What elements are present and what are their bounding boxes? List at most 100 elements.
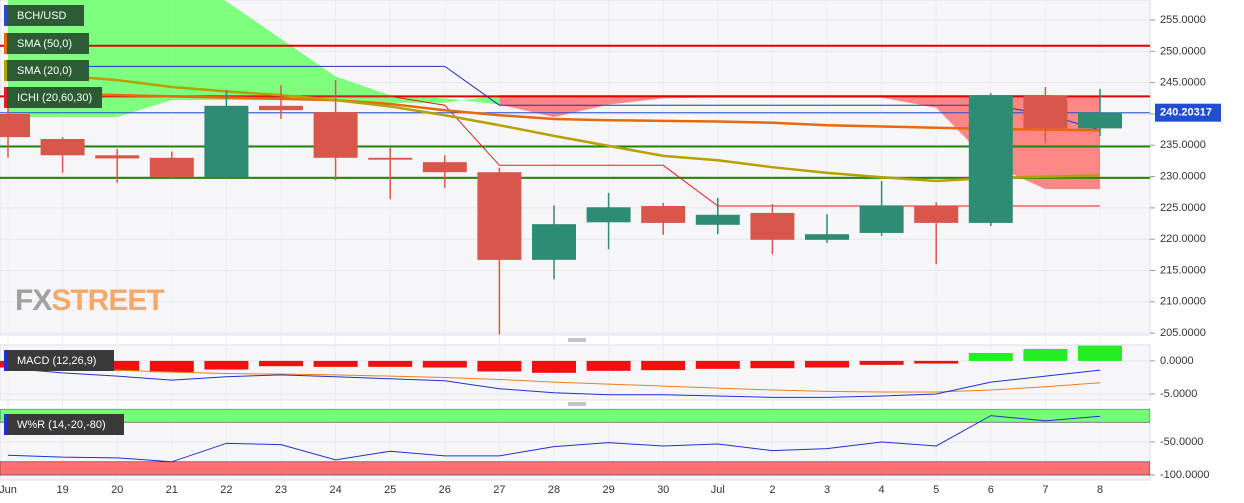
candle-body <box>422 162 467 173</box>
y-tick-label: -100.0000 <box>1160 469 1210 481</box>
x-tick-label: 20 <box>111 484 123 496</box>
wr-line <box>7 415 1101 463</box>
x-tick-label: 4 <box>879 484 885 496</box>
x-tick-label: 27 <box>493 484 505 496</box>
candle-body <box>859 205 904 233</box>
candle-body <box>204 105 249 178</box>
candle-body <box>641 206 686 223</box>
legend-box[interactable] <box>4 60 89 81</box>
macd-line <box>7 367 1101 398</box>
macd-histogram-bar <box>968 352 1013 361</box>
candle-body <box>695 214 740 225</box>
ichimoku-cloud <box>281 38 336 101</box>
watermark-street: STREET <box>51 284 164 317</box>
macd-histogram-bar <box>586 360 631 371</box>
x-tick-label: 22 <box>220 484 232 496</box>
sma-line <box>7 72 1101 183</box>
y-tick-label: -50.0000 <box>1160 436 1203 448</box>
x-tick-label: 25 <box>384 484 396 496</box>
legend-box[interactable] <box>4 414 124 435</box>
macd-histogram-bar <box>641 360 686 371</box>
candle-body <box>914 205 959 223</box>
watermark: FXSTREET <box>15 284 164 317</box>
y-tick-label: 220.0000 <box>1160 233 1206 245</box>
candle-body <box>968 95 1013 223</box>
x-tick-label: Jul <box>711 484 725 496</box>
overbought-zone <box>0 409 1150 423</box>
x-tick-label: 24 <box>329 484 341 496</box>
ichimoku-cloud <box>608 95 664 105</box>
ichimoku-cloud <box>171 0 227 101</box>
y-tick-label: 245.0000 <box>1160 77 1206 89</box>
oversold-zone <box>0 461 1150 476</box>
candle-body <box>477 172 522 260</box>
y-tick-label: 225.0000 <box>1160 202 1206 214</box>
x-tick-label: 28 <box>548 484 560 496</box>
candle-body <box>1078 112 1122 129</box>
sma-line <box>7 91 1101 132</box>
y-tick-label: 215.0000 <box>1160 264 1206 276</box>
candle-body <box>750 212 795 240</box>
macd-histogram-bar <box>313 360 358 367</box>
x-tick-label: 26 <box>439 484 451 496</box>
legend-label: BCH/USD <box>17 10 67 22</box>
macd-histogram-bar <box>695 360 740 369</box>
panel-handle[interactable] <box>568 338 586 406</box>
ichimoku-cloud <box>444 95 500 105</box>
macd-histogram-bar <box>422 360 467 368</box>
macd-histogram-bar <box>204 360 249 370</box>
macd-histogram-bar <box>477 360 522 372</box>
ichimoku-cloud <box>117 0 172 118</box>
y-tick-label: 250.0000 <box>1160 45 1206 57</box>
macd-histogram-bar <box>532 360 576 373</box>
candle-body <box>313 112 358 158</box>
macd-histogram-bar <box>914 360 959 364</box>
legend-label: W%R (14,-20,-80) <box>17 419 106 431</box>
y-tick-label: 230.0000 <box>1160 170 1206 182</box>
signal-line <box>7 365 1101 393</box>
x-tick-label: 23 <box>275 484 287 496</box>
legend-box[interactable] <box>4 350 114 371</box>
ichimoku-cloud <box>554 95 609 118</box>
candle-body <box>95 155 140 159</box>
legend-box[interactable] <box>4 5 84 26</box>
candle-body <box>586 207 631 223</box>
ichimoku-cloud <box>226 1 281 101</box>
legend-label: MACD (12,26,9) <box>17 355 96 367</box>
candle-body <box>259 105 303 111</box>
x-tick-label: Jun <box>0 484 17 496</box>
x-tick-label: 6 <box>988 484 994 496</box>
x-tick-label: 5 <box>933 484 939 496</box>
x-tick-label: 3 <box>824 484 830 496</box>
macd-histogram-bar <box>368 360 413 367</box>
macd-histogram-bar <box>1023 348 1068 361</box>
last-price-box <box>1155 103 1221 122</box>
y-tick-label: -5.0000 <box>1160 388 1197 400</box>
candle-body <box>149 157 194 178</box>
y-tick-label: 0.0000 <box>1160 355 1194 367</box>
legend-box[interactable] <box>4 33 89 54</box>
candle-body <box>805 234 849 240</box>
y-tick-label: 205.0000 <box>1160 327 1206 339</box>
candle-body <box>532 224 576 260</box>
macd-histogram-bar <box>750 360 795 369</box>
y-tick-label: 210.0000 <box>1160 296 1206 308</box>
ichimoku-cloud <box>881 95 937 108</box>
watermark-fx: FX <box>15 284 52 317</box>
legend-label: SMA (50,0) <box>17 38 72 50</box>
y-tick-label: 235.0000 <box>1160 139 1206 151</box>
candle-body <box>1023 95 1068 129</box>
y-tick-label: 255.0000 <box>1160 14 1206 26</box>
macd-histogram-bar <box>95 360 140 371</box>
x-tick-label: 21 <box>166 484 178 496</box>
candle-body <box>368 157 413 160</box>
x-tick-label: 7 <box>1042 484 1048 496</box>
x-tick-label: 19 <box>56 484 68 496</box>
macd-histogram-bar <box>805 360 849 368</box>
candle-body <box>40 139 85 156</box>
candle-body <box>0 113 30 138</box>
legend-box[interactable] <box>4 87 102 108</box>
ichimoku-cloud <box>499 95 554 118</box>
macd-histogram-bar <box>1078 345 1122 361</box>
